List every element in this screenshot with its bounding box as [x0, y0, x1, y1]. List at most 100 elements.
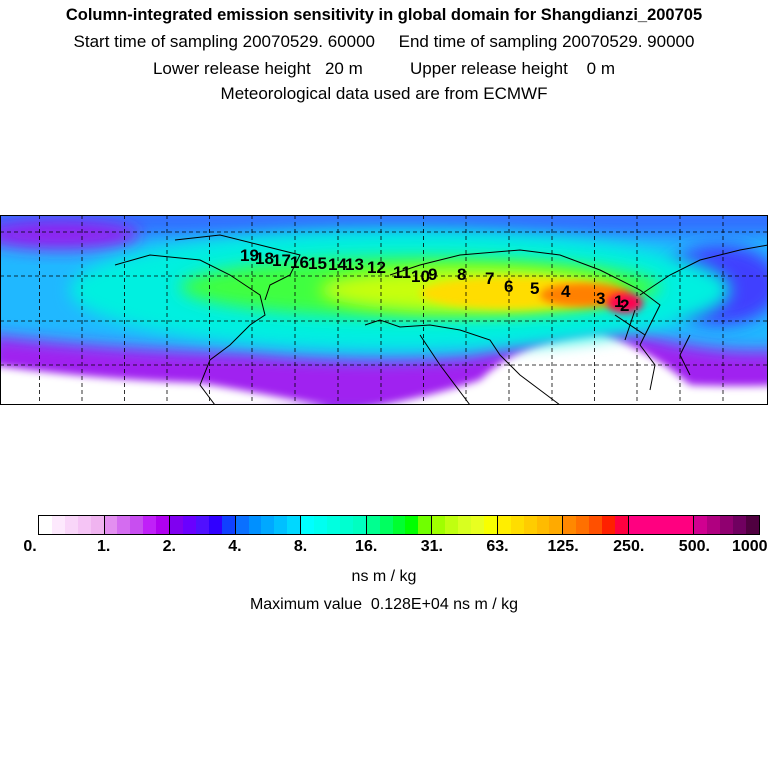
colorbar-swatch: [432, 516, 446, 534]
colorbar-swatch: [589, 516, 603, 534]
colorbar-swatch: [287, 516, 301, 534]
trajectory-label: 10: [411, 267, 430, 286]
colorbar-swatch: [90, 516, 104, 534]
colorbar-swatch: [143, 516, 157, 534]
colorbar-swatch: [366, 516, 380, 534]
colorbar-group: [628, 516, 695, 534]
colorbar-swatch: [339, 516, 353, 534]
colorbar-swatch: [183, 516, 196, 534]
trajectory-label: 17: [272, 251, 291, 270]
colorbar-swatch: [694, 516, 708, 534]
colorbar-tick-label: 63.: [486, 538, 509, 555]
colorbar-swatch: [248, 516, 262, 534]
figure-title: Column-integrated emission sensitivity i…: [65, 6, 703, 24]
colorbar-swatch: [195, 516, 209, 534]
trajectory-label: 19: [240, 246, 259, 265]
trajectory-label: 5: [530, 279, 539, 298]
colorbar-swatch: [327, 516, 340, 534]
colorbar-swatch: [352, 516, 366, 534]
colorbar-swatch: [510, 516, 524, 534]
colorbar-tick-label: 500.: [678, 538, 710, 555]
trajectory-label: 14: [328, 255, 347, 274]
trajectory-label: 7: [485, 269, 494, 288]
trajectory-label: 13: [345, 255, 364, 274]
trajectory-label: 12: [367, 258, 386, 277]
trajectory-label: 11: [393, 263, 411, 282]
colorbar-swatch: [458, 516, 471, 534]
colorbar-swatch: [39, 516, 52, 534]
colorbar-group: [170, 516, 236, 534]
polar-band: [0, 215, 768, 235]
colorbar-group: [563, 516, 629, 534]
colorbar-tick-label: 16.: [355, 538, 378, 555]
colorbar-swatch: [405, 516, 419, 534]
maximum-value: Maximum value 0.128E+04 ns m / kg: [249, 596, 519, 613]
colorbar-tick-label: 31.: [420, 538, 443, 555]
colorbar-swatch: [733, 516, 747, 534]
colorbar-group: [497, 516, 564, 534]
colorbar-swatch: [235, 516, 249, 534]
graticule: [0, 215, 768, 405]
colorbar-swatch: [549, 516, 563, 534]
trajectory-label: 3: [596, 289, 605, 308]
met-data-source: Meteorological data used are from ECMWF: [220, 84, 548, 103]
colorbar-swatch: [497, 516, 511, 534]
colorbar-swatch: [314, 516, 327, 534]
trajectory-label: 4: [561, 282, 571, 301]
colorbar-swatch: [680, 516, 694, 534]
colorbar-swatch: [104, 516, 118, 534]
colorbar-swatch: [654, 516, 668, 534]
colorbar-swatch: [170, 516, 183, 534]
release-height: Lower release height 20 m Upper release …: [152, 59, 616, 78]
colorbar-swatch: [746, 516, 759, 534]
colorbar-tick-label: 0.: [23, 538, 37, 555]
colorbar-units: ns m / kg: [351, 568, 417, 585]
colorbar-swatch: [418, 516, 432, 534]
colorbar-swatch: [483, 516, 497, 534]
colorbar-swatch: [51, 516, 65, 534]
colorbar-group: [104, 516, 171, 534]
colorbar-swatch: [392, 516, 406, 534]
colorbar-group: [39, 516, 105, 534]
trajectory-label: 6: [504, 277, 513, 296]
colorbar: [38, 515, 760, 535]
trajectory-label: 9: [428, 265, 437, 284]
colorbar-swatch: [615, 516, 628, 534]
release-point-marker: [614, 309, 646, 341]
colorbar-swatch: [379, 516, 393, 534]
sampling-time: Start time of sampling 20070529. 60000 E…: [73, 32, 695, 51]
plume-red: [607, 293, 643, 313]
colorbar-swatch: [602, 516, 615, 534]
colorbar-tick-label: 1000.: [731, 538, 768, 555]
colorbar-swatch: [628, 516, 642, 534]
colorbar-swatch: [261, 516, 275, 534]
colorbar-group: [235, 516, 302, 534]
colorbar-tick-label: 125.: [547, 538, 579, 555]
pacific-low-region: [0, 220, 140, 250]
no-sensitivity-region: [0, 333, 768, 405]
colorbar-tick-label: 8.: [293, 538, 308, 555]
colorbar-swatch: [576, 516, 590, 534]
colorbar-tick-label: 1.: [96, 538, 111, 555]
colorbar-swatch: [221, 516, 235, 534]
trajectory-label: 1: [614, 292, 623, 311]
trajectory-label: 18: [255, 249, 274, 268]
colorbar-group: [366, 516, 433, 534]
colorbar-swatch: [720, 516, 734, 534]
colorbar-swatch: [523, 516, 537, 534]
trajectory-label: 8: [457, 265, 466, 284]
colorbar-swatch: [274, 516, 288, 534]
colorbar-swatch: [130, 516, 144, 534]
colorbar-swatch: [77, 516, 91, 534]
colorbar-swatch: [64, 516, 78, 534]
colorbar-swatch: [641, 516, 655, 534]
colorbar-swatch: [536, 516, 550, 534]
colorbar-tick-label: 4.: [228, 538, 242, 555]
trajectory-label: 15: [308, 254, 327, 273]
colorbar-swatch: [563, 516, 577, 534]
colorbar-swatch: [301, 516, 315, 534]
colorbar-swatch: [667, 516, 681, 534]
colorbar-group: [301, 516, 367, 534]
colorbar-swatch: [208, 516, 222, 534]
